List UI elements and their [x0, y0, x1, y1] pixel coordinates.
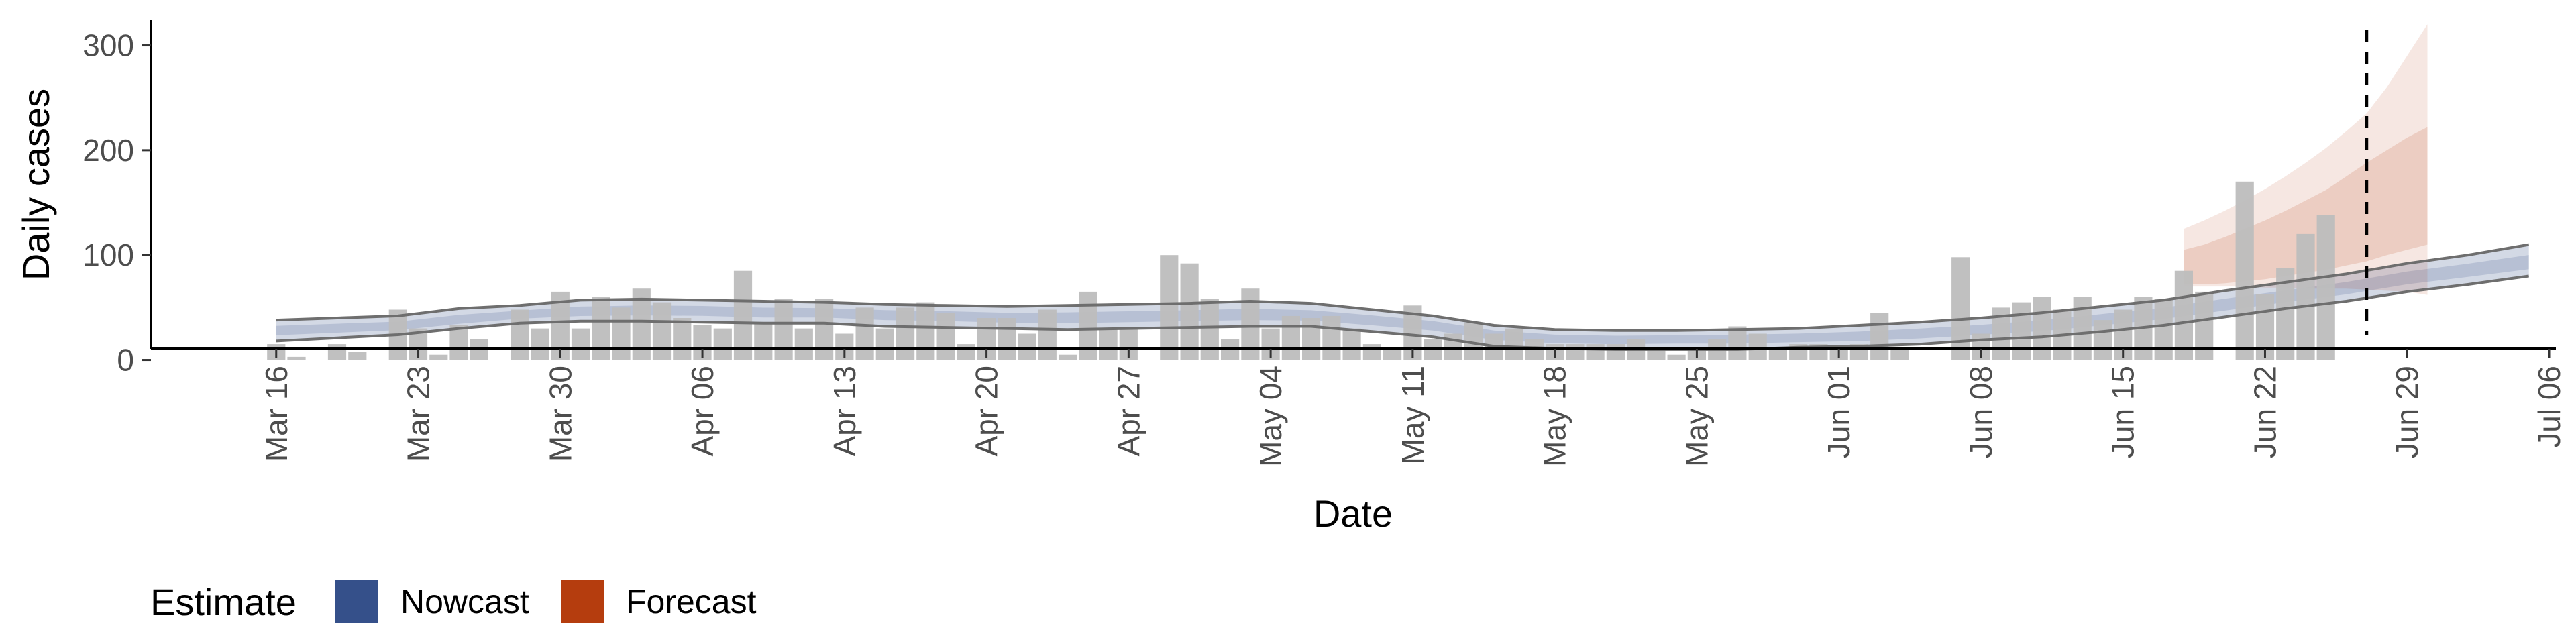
x-ticks: Mar 16 Mar 23 Mar 30 Apr 06 Apr 13 Apr 20 Apr …: [259, 349, 2567, 467]
case-bar: [733, 270, 753, 360]
y-axis-title: Daily cases: [15, 89, 57, 280]
case-bar: [1768, 349, 1787, 360]
case-bar: [1748, 333, 1767, 360]
case-bar: [348, 352, 367, 360]
y-ticks: 0 100 200 300: [83, 28, 151, 378]
case-bar: [1018, 333, 1036, 360]
case-bar: [327, 344, 347, 360]
legend-key-forecast: [561, 580, 604, 623]
case-bar: [2154, 299, 2173, 360]
case-bar: [2316, 215, 2335, 360]
case-bar: [774, 299, 793, 360]
x-tick-label: Jun 01: [1821, 366, 1856, 458]
y-tick-label: 100: [83, 237, 134, 272]
legend-label-forecast: Forecast: [626, 583, 757, 621]
legend-key-nowcast: [335, 580, 378, 623]
case-bar: [1890, 347, 1909, 360]
case-bar: [1566, 344, 1585, 360]
nowcast-band-50: [276, 255, 2529, 345]
x-tick-label: Apr 20: [969, 366, 1004, 457]
case-bar: [429, 354, 448, 360]
case-bar: [2012, 302, 2031, 360]
case-bar: [1951, 257, 1970, 360]
interval-lines: [276, 243, 2530, 351]
case-bar: [957, 344, 975, 360]
case-bar: [1383, 347, 1402, 360]
case-bar: [1281, 315, 1300, 360]
x-tick-label: Mar 16: [259, 366, 294, 462]
case-bar: [875, 328, 894, 360]
case-bar: [511, 309, 529, 360]
case-bar: [652, 302, 672, 360]
x-tick-label: Jul 06: [2532, 366, 2567, 448]
case-bar: [713, 328, 732, 360]
x-tick-label: May 18: [1538, 366, 1572, 467]
case-bar: [531, 328, 549, 360]
case-bar: [754, 323, 773, 360]
x-tick-label: Apr 13: [827, 366, 862, 457]
case-bar: [936, 313, 955, 360]
case-bar: [2033, 297, 2051, 360]
x-tick-label: May 11: [1395, 366, 1430, 464]
x-tick-label: Jun 29: [2390, 366, 2424, 458]
case-bar: [1606, 344, 1625, 360]
case-bar: [449, 325, 468, 360]
case-bar: [1180, 263, 1199, 360]
case-bar: [998, 318, 1016, 360]
case-bar: [815, 299, 834, 360]
case-bar: [1322, 315, 1341, 360]
x-axis-title: Date: [1313, 492, 1393, 535]
nowcast-upper-line: [276, 243, 2530, 332]
case-bar: [1059, 354, 1077, 360]
legend: Estimate Nowcast Forecast: [150, 580, 757, 623]
axes: 0 100 200 300 Mar 16 Mar 23 Mar 30 Apr 06 Apr 1…: [83, 20, 2567, 467]
case-bar: [2093, 320, 2112, 360]
x-tick-label: Apr 06: [685, 366, 720, 457]
case-bar: [1160, 255, 1179, 360]
nowcast-lower-line: [276, 274, 2529, 351]
case-bar: [1099, 328, 1118, 360]
x-tick-label: Jun 15: [2106, 366, 2141, 458]
y-tick-label: 0: [117, 343, 134, 378]
x-tick-label: Mar 30: [543, 366, 578, 462]
x-tick-label: May 25: [1679, 366, 1714, 467]
case-bar: [673, 318, 692, 360]
case-bar: [1667, 354, 1686, 360]
case-bar: [1342, 328, 1361, 360]
case-bar: [1038, 309, 1057, 360]
case-bar: [855, 307, 874, 360]
case-bar: [1586, 344, 1605, 360]
case-bar: [2174, 270, 2193, 360]
case-bar: [592, 297, 610, 360]
case-bar: [1728, 326, 1747, 360]
x-tick-label: Apr 27: [1111, 366, 1146, 457]
x-tick-label: May 04: [1253, 366, 1288, 467]
case-bar: [1505, 328, 1523, 360]
case-bar: [2296, 233, 2315, 360]
case-bar: [794, 328, 813, 360]
x-tick-label: Mar 23: [401, 366, 436, 462]
y-tick-label: 300: [83, 28, 134, 63]
case-bar: [1362, 344, 1381, 360]
case-bar: [571, 328, 590, 360]
case-bar: [1870, 313, 1889, 360]
case-bar: [1444, 333, 1462, 360]
x-tick-label: Jun 08: [1964, 366, 1998, 458]
case-bar: [1200, 299, 1219, 360]
legend-label-nowcast: Nowcast: [400, 583, 529, 621]
case-bar: [1647, 349, 1666, 360]
case-bar: [896, 307, 915, 360]
x-tick-label: Jun 22: [2248, 366, 2283, 458]
case-bar: [287, 356, 306, 360]
case-bar: [612, 307, 631, 360]
case-bars: [267, 181, 2335, 360]
case-bar: [2073, 297, 2092, 360]
case-bar: [916, 302, 935, 360]
y-tick-label: 200: [83, 133, 134, 168]
case-bar: [1302, 318, 1321, 360]
legend-title: Estimate: [150, 581, 297, 623]
case-bar: [2235, 181, 2254, 360]
